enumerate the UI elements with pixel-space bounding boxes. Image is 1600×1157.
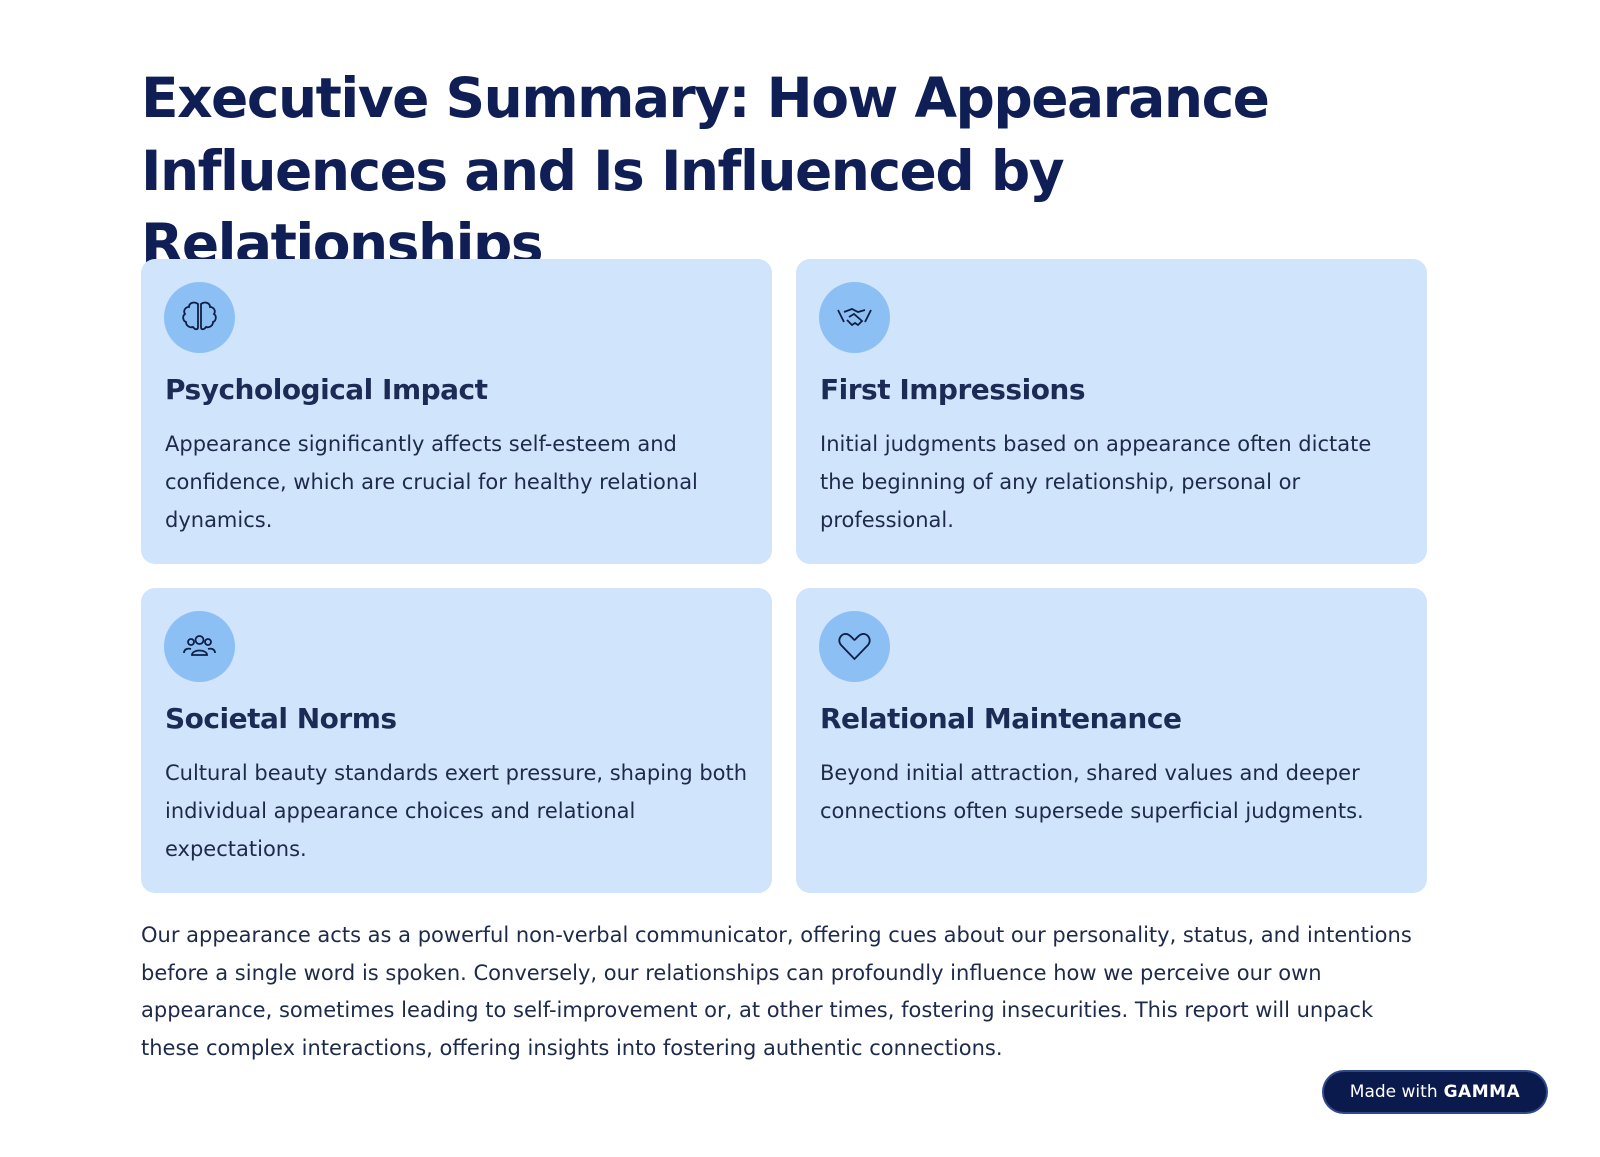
card-body: Beyond initial attraction, shared values…: [820, 761, 1364, 823]
card: Psychological Impact Appearance signific…: [141, 259, 772, 564]
brain-icon: [164, 282, 235, 353]
page-title: Executive Summary: How Appearance Influe…: [141, 66, 1270, 276]
heart-icon: [819, 611, 890, 682]
card-title: First Impressions: [820, 373, 1086, 406]
card-title: Societal Norms: [165, 702, 397, 735]
summary: Our appearance acts as a powerful non-ve…: [141, 923, 1412, 1060]
card-title: Psychological Impact: [165, 373, 488, 406]
card: First Impressions Initial judgments base…: [796, 259, 1427, 564]
made-with-badge[interactable]: Made with GAMMA: [1324, 1072, 1546, 1112]
card: Societal Norms Cultural beauty standards…: [141, 588, 772, 893]
handshake-icon: [819, 282, 890, 353]
card-body: Appearance significantly affects self-es…: [165, 432, 698, 532]
badge-prefix: Made with: [1349, 1082, 1438, 1102]
people-icon: [164, 611, 235, 682]
badge-brand: GAMMA: [1443, 1082, 1521, 1102]
card: Relational Maintenance Beyond initial at…: [796, 588, 1427, 893]
card-body: Cultural beauty standards exert pressure…: [165, 761, 748, 861]
card-title: Relational Maintenance: [820, 702, 1182, 735]
card-body: Initial judgments based on appearance of…: [820, 432, 1372, 532]
